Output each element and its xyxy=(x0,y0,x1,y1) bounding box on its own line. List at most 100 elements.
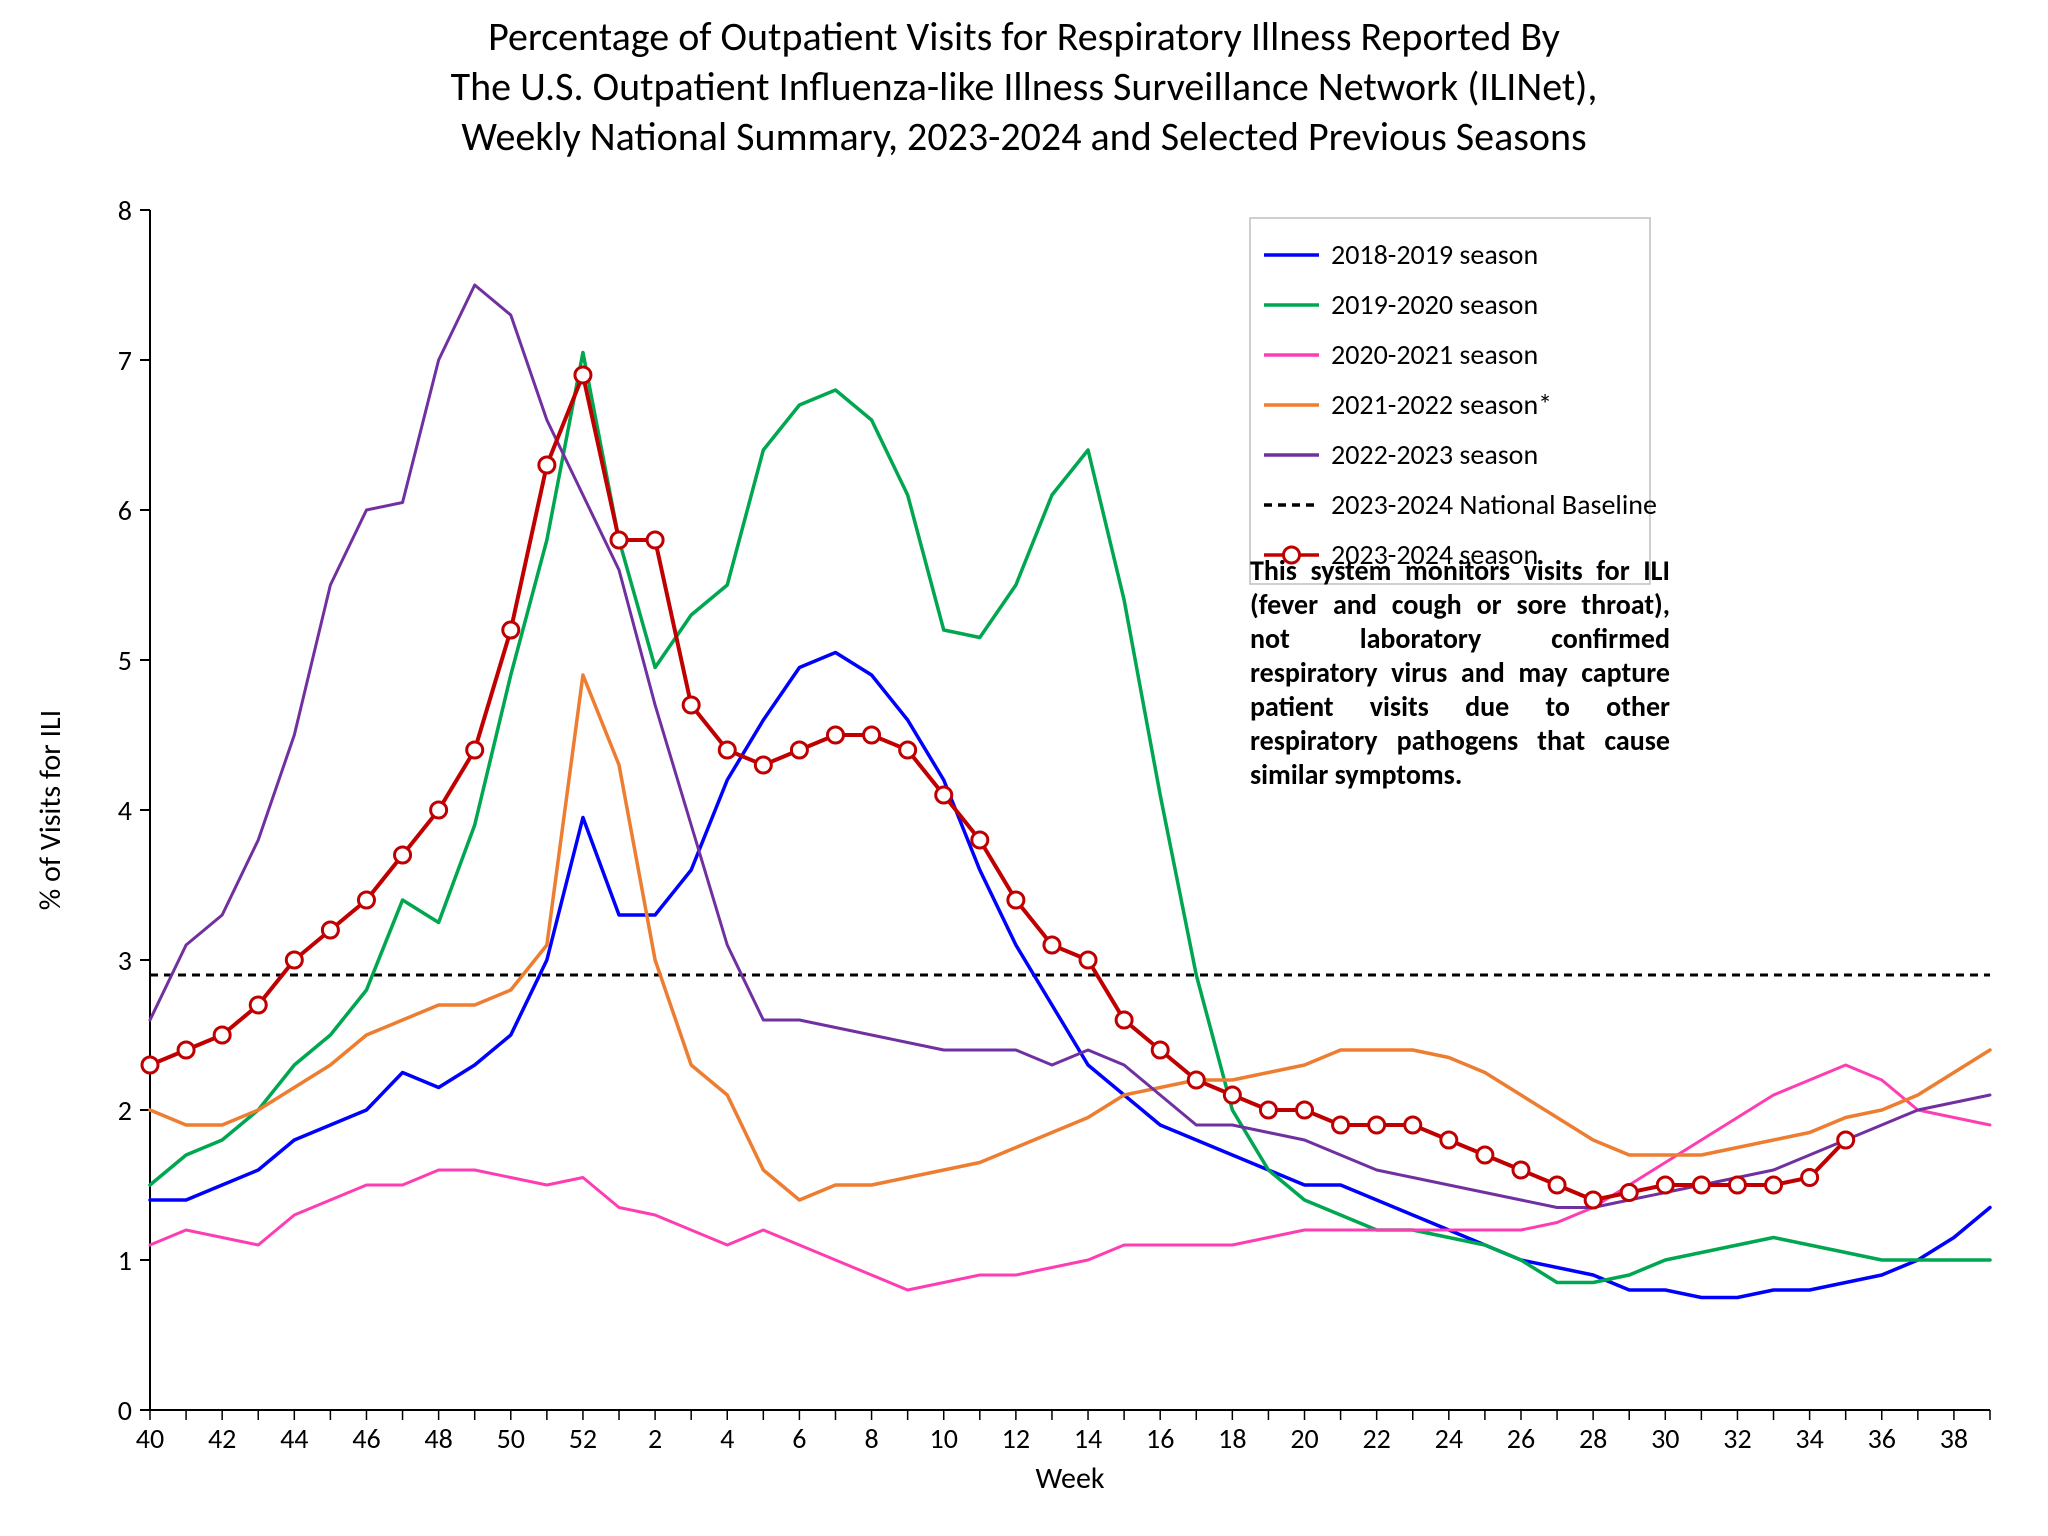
series-marker xyxy=(1008,892,1024,908)
svg-text:and: and xyxy=(1461,655,1505,690)
x-tick-label: 8 xyxy=(864,1421,878,1456)
series-marker xyxy=(1297,1102,1313,1118)
series-marker xyxy=(1044,937,1060,953)
svg-text:not: not xyxy=(1250,621,1290,656)
svg-text:for: for xyxy=(1596,553,1629,588)
y-tick-label: 4 xyxy=(118,793,132,828)
legend-label: 2021-2022 season* xyxy=(1331,387,1552,422)
x-tick-label: 22 xyxy=(1362,1421,1390,1456)
x-tick-label: 42 xyxy=(208,1421,236,1456)
series-marker xyxy=(539,457,555,473)
x-tick-label: 2 xyxy=(648,1421,662,1456)
series-marker xyxy=(1260,1102,1276,1118)
svg-text:visits: visits xyxy=(1524,553,1583,588)
x-tick-label: 12 xyxy=(1002,1421,1030,1456)
legend-label: 2019-2020 season xyxy=(1331,287,1538,322)
series-marker xyxy=(647,532,663,548)
series-marker xyxy=(214,1027,230,1043)
series-line xyxy=(150,1065,1990,1290)
x-tick-label: 16 xyxy=(1146,1421,1174,1456)
svg-text:monitors: monitors xyxy=(1405,553,1510,588)
chart-container: Percentage of Outpatient Visits for Resp… xyxy=(0,0,2048,1536)
series-marker xyxy=(1621,1185,1637,1201)
svg-text:system: system xyxy=(1311,553,1392,588)
series-marker xyxy=(936,787,952,803)
svg-text:respiratory: respiratory xyxy=(1250,655,1378,690)
legend-label: 2018-2019 season xyxy=(1331,237,1538,272)
series-marker xyxy=(972,832,988,848)
series-marker xyxy=(358,892,374,908)
series-marker xyxy=(1477,1147,1493,1163)
svg-text:cause: cause xyxy=(1604,723,1670,758)
svg-text:cough: cough xyxy=(1392,587,1462,622)
y-tick-label: 3 xyxy=(118,943,132,978)
x-tick-label: 26 xyxy=(1507,1421,1535,1456)
svg-text:confirmed: confirmed xyxy=(1551,621,1670,656)
series-marker xyxy=(1693,1177,1709,1193)
svg-text:visits: visits xyxy=(1370,689,1429,724)
note-text: ThissystemmonitorsvisitsforILI(feverandc… xyxy=(1250,553,1670,792)
x-tick-label: 52 xyxy=(569,1421,597,1456)
series-marker xyxy=(1188,1072,1204,1088)
y-tick-label: 0 xyxy=(118,1393,132,1428)
x-tick-label: 28 xyxy=(1579,1421,1607,1456)
series-marker xyxy=(719,742,735,758)
svg-text:pathogens: pathogens xyxy=(1397,723,1519,758)
series-marker xyxy=(791,742,807,758)
series-line xyxy=(150,653,1990,1298)
x-tick-label: 38 xyxy=(1940,1421,1968,1456)
series-marker xyxy=(1080,952,1096,968)
series-marker xyxy=(1116,1012,1132,1028)
legend-label: 2020-2021 season xyxy=(1331,337,1538,372)
svg-text:or: or xyxy=(1477,587,1502,622)
svg-text:This: This xyxy=(1250,553,1297,588)
series-marker xyxy=(1549,1177,1565,1193)
x-tick-label: 46 xyxy=(352,1421,380,1456)
svg-text:laboratory: laboratory xyxy=(1360,621,1482,656)
svg-text:to: to xyxy=(1545,689,1570,724)
y-tick-label: 6 xyxy=(118,493,132,528)
series-marker xyxy=(611,532,627,548)
series-marker xyxy=(250,997,266,1013)
svg-text:Weekly National Summary, 2023-: Weekly National Summary, 2023-2024 and S… xyxy=(461,112,1586,161)
x-tick-label: 24 xyxy=(1435,1421,1463,1456)
x-tick-label: 14 xyxy=(1074,1421,1102,1456)
svg-text:Percentage of Outpatient Visit: Percentage of Outpatient Visits for Resp… xyxy=(488,12,1560,61)
series-marker xyxy=(900,742,916,758)
x-tick-label: 40 xyxy=(136,1421,164,1456)
svg-text:due: due xyxy=(1465,689,1509,724)
svg-text:may: may xyxy=(1518,655,1568,690)
series-marker xyxy=(575,367,591,383)
series-line xyxy=(150,285,1990,1208)
series-marker xyxy=(1585,1192,1601,1208)
series-marker xyxy=(1224,1087,1240,1103)
svg-text:capture: capture xyxy=(1581,655,1670,690)
series-marker xyxy=(142,1057,158,1073)
x-tick-label: 32 xyxy=(1723,1421,1751,1456)
series-marker xyxy=(1729,1177,1745,1193)
x-tick-label: 4 xyxy=(720,1421,734,1456)
series-marker xyxy=(864,727,880,743)
series-marker xyxy=(1369,1117,1385,1133)
series-marker xyxy=(503,622,519,638)
series-line xyxy=(150,353,1990,1283)
svg-text:virus: virus xyxy=(1391,655,1447,690)
svg-text:ILI: ILI xyxy=(1643,553,1670,588)
y-axis-label: % of Visits for ILI xyxy=(32,710,69,910)
series-marker xyxy=(1152,1042,1168,1058)
series-line xyxy=(150,675,1990,1200)
y-tick-label: 8 xyxy=(118,193,132,228)
series-marker xyxy=(1657,1177,1673,1193)
x-tick-label: 20 xyxy=(1290,1421,1318,1456)
series-marker xyxy=(755,757,771,773)
series-marker xyxy=(1802,1170,1818,1186)
series-marker xyxy=(467,742,483,758)
x-tick-label: 6 xyxy=(792,1421,806,1456)
series-marker xyxy=(395,847,411,863)
svg-text:respiratory: respiratory xyxy=(1250,723,1378,758)
svg-text:patient: patient xyxy=(1250,689,1334,724)
series-marker xyxy=(431,802,447,818)
y-tick-label: 2 xyxy=(118,1093,132,1128)
x-tick-label: 34 xyxy=(1795,1421,1823,1456)
svg-text:sore: sore xyxy=(1517,587,1567,622)
